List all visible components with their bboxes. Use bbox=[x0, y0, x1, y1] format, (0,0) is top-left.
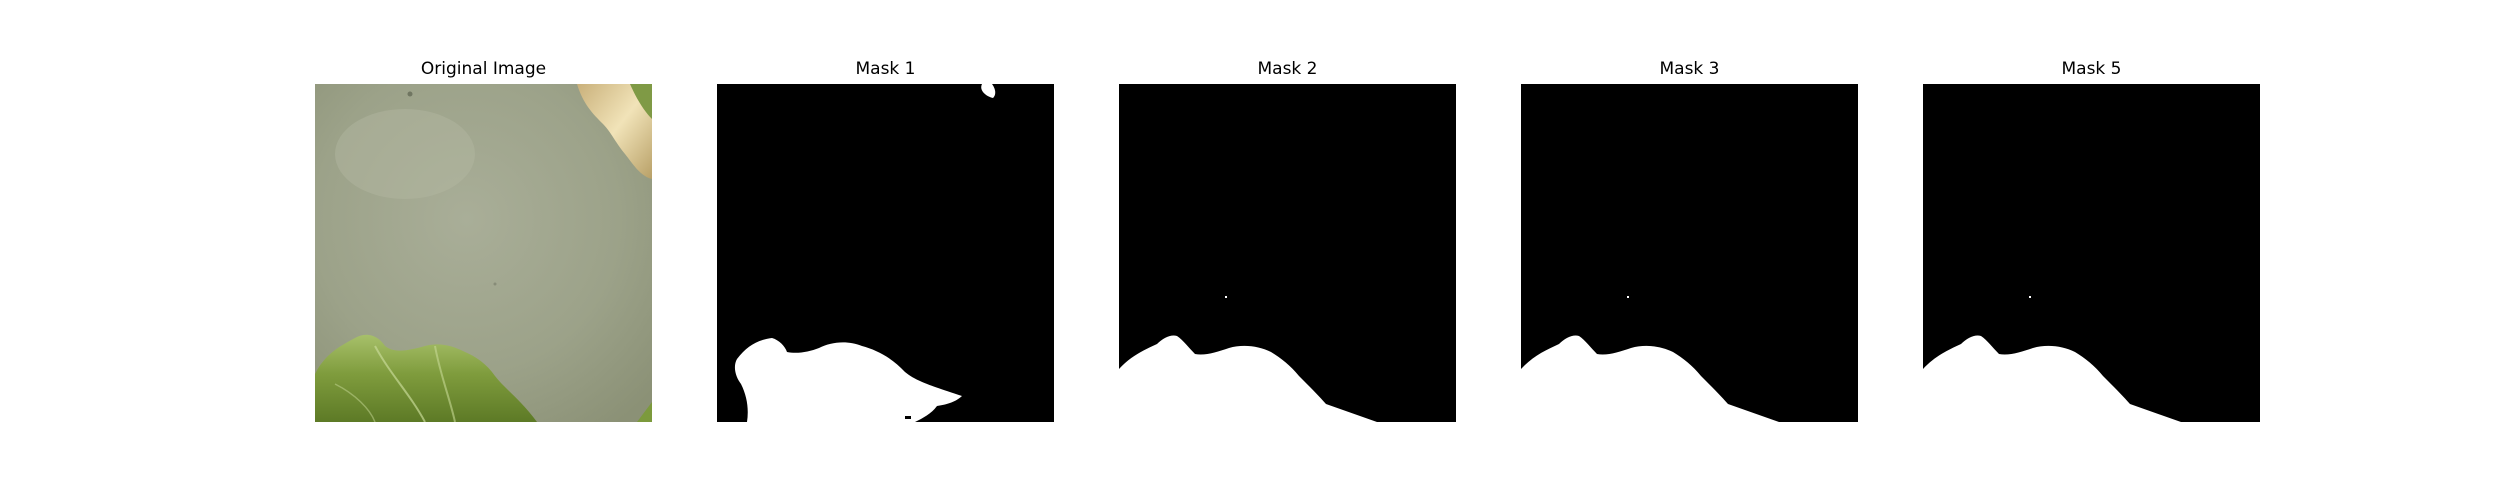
mask-5-svg bbox=[1923, 84, 2260, 422]
mask-region bbox=[1119, 335, 1377, 422]
photo-leaf-vein bbox=[334, 383, 376, 422]
panel-title-mask-1: Mask 1 bbox=[855, 59, 916, 79]
panel-title-mask-2: Mask 2 bbox=[1257, 59, 1318, 79]
mask-region bbox=[1923, 335, 2181, 422]
photo-leaf-tip bbox=[637, 402, 652, 422]
photo-speck bbox=[493, 282, 497, 286]
photo-leaf-vein bbox=[374, 345, 426, 422]
original-image bbox=[315, 84, 652, 422]
mask-speck bbox=[1225, 296, 1227, 298]
mask-speck bbox=[2029, 296, 2031, 298]
mask-1 bbox=[717, 84, 1054, 422]
panel-title-mask-5: Mask 5 bbox=[2061, 59, 2122, 79]
mask-5 bbox=[1923, 84, 2260, 422]
photo-speck bbox=[407, 91, 413, 97]
mask-region bbox=[1521, 335, 1779, 422]
photo-leaf-vein bbox=[434, 345, 456, 422]
mask-2-svg bbox=[1119, 84, 1456, 422]
original-image-svg bbox=[315, 84, 652, 422]
mask-2 bbox=[1119, 84, 1456, 422]
panel-title-original: Original Image bbox=[420, 59, 547, 79]
photo-soft-light bbox=[335, 109, 475, 199]
mask-1-svg bbox=[717, 84, 1054, 422]
mask-hole bbox=[905, 416, 911, 419]
panel-title-mask-3: Mask 3 bbox=[1659, 59, 1720, 79]
mask-3 bbox=[1521, 84, 1858, 422]
mask-3-svg bbox=[1521, 84, 1858, 422]
photo-leaf-corner bbox=[630, 84, 652, 119]
photo-leaf bbox=[315, 334, 537, 422]
mask-region bbox=[734, 338, 962, 422]
photo-highlight bbox=[577, 84, 652, 179]
mask-region bbox=[981, 84, 996, 98]
mask-speck bbox=[1627, 296, 1629, 298]
